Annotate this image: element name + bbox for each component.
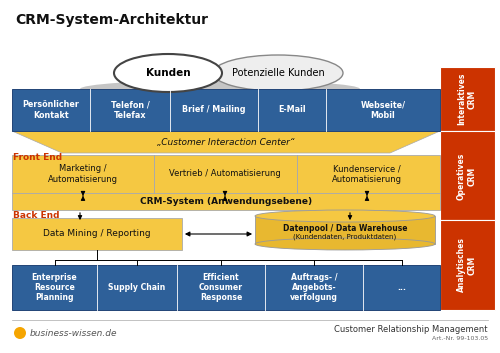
Text: Auftrags- /
Angebots-
verfolgung: Auftrags- / Angebots- verfolgung: [290, 273, 338, 303]
Bar: [12, 193, 440, 210]
Bar: [440, 131, 495, 220]
Text: Customer Relationship Management: Customer Relationship Management: [334, 324, 488, 334]
Polygon shape: [12, 131, 440, 153]
Text: „Customer Interaction Center“: „Customer Interaction Center“: [157, 138, 295, 146]
Bar: [255, 216, 435, 244]
Bar: [12, 218, 182, 250]
Ellipse shape: [80, 80, 360, 98]
Text: Efficient
Consumer
Response: Efficient Consumer Response: [199, 273, 243, 303]
Text: business-wissen.de: business-wissen.de: [30, 329, 118, 337]
Text: Data Mining / Reporting: Data Mining / Reporting: [43, 229, 151, 239]
Text: CRM-System (Anwendungsebene): CRM-System (Anwendungsebene): [140, 197, 312, 206]
Text: Marketing /
Automatisierung: Marketing / Automatisierung: [48, 164, 118, 184]
Text: Brief / Mailing: Brief / Mailing: [182, 106, 246, 114]
Text: Potenzielle Kunden: Potenzielle Kunden: [232, 68, 324, 78]
Text: Operatives
CRM: Operatives CRM: [457, 152, 477, 200]
Bar: [440, 220, 495, 310]
Bar: [12, 155, 440, 193]
Text: Kundenservice /
Automatisierung: Kundenservice / Automatisierung: [332, 164, 402, 184]
Ellipse shape: [213, 55, 343, 91]
Text: Telefon /
Telefax: Telefon / Telefax: [110, 100, 150, 120]
Text: Back End: Back End: [13, 211, 60, 220]
Text: Enterprise
Resource
Planning: Enterprise Resource Planning: [32, 273, 78, 303]
Ellipse shape: [255, 238, 435, 250]
Bar: [12, 265, 440, 310]
Text: Vertrieb / Automatisierung: Vertrieb / Automatisierung: [169, 169, 281, 179]
Text: Interaktives
CRM: Interaktives CRM: [457, 73, 477, 125]
Text: Supply Chain: Supply Chain: [108, 283, 166, 292]
Text: Front End: Front End: [13, 153, 62, 162]
Ellipse shape: [114, 54, 222, 92]
Text: Kunden: Kunden: [146, 68, 190, 78]
Bar: [440, 67, 495, 131]
Text: Persönlicher
Kontakt: Persönlicher Kontakt: [22, 100, 80, 120]
Text: Webseite/
Mobil: Webseite/ Mobil: [360, 100, 406, 120]
Text: Art.-Nr. 99-103.05: Art.-Nr. 99-103.05: [432, 335, 488, 341]
Text: CRM-System-Architektur: CRM-System-Architektur: [15, 13, 208, 27]
Text: ...: ...: [397, 283, 406, 292]
Text: E-Mail: E-Mail: [278, 106, 306, 114]
Text: (Kundendaten, Produktdaten): (Kundendaten, Produktdaten): [294, 234, 397, 240]
Circle shape: [14, 327, 26, 339]
Bar: [12, 89, 440, 131]
Text: Analytisches
CRM: Analytisches CRM: [457, 238, 477, 292]
Text: Datenpool / Data Warehouse: Datenpool / Data Warehouse: [283, 224, 407, 233]
Ellipse shape: [255, 210, 435, 222]
